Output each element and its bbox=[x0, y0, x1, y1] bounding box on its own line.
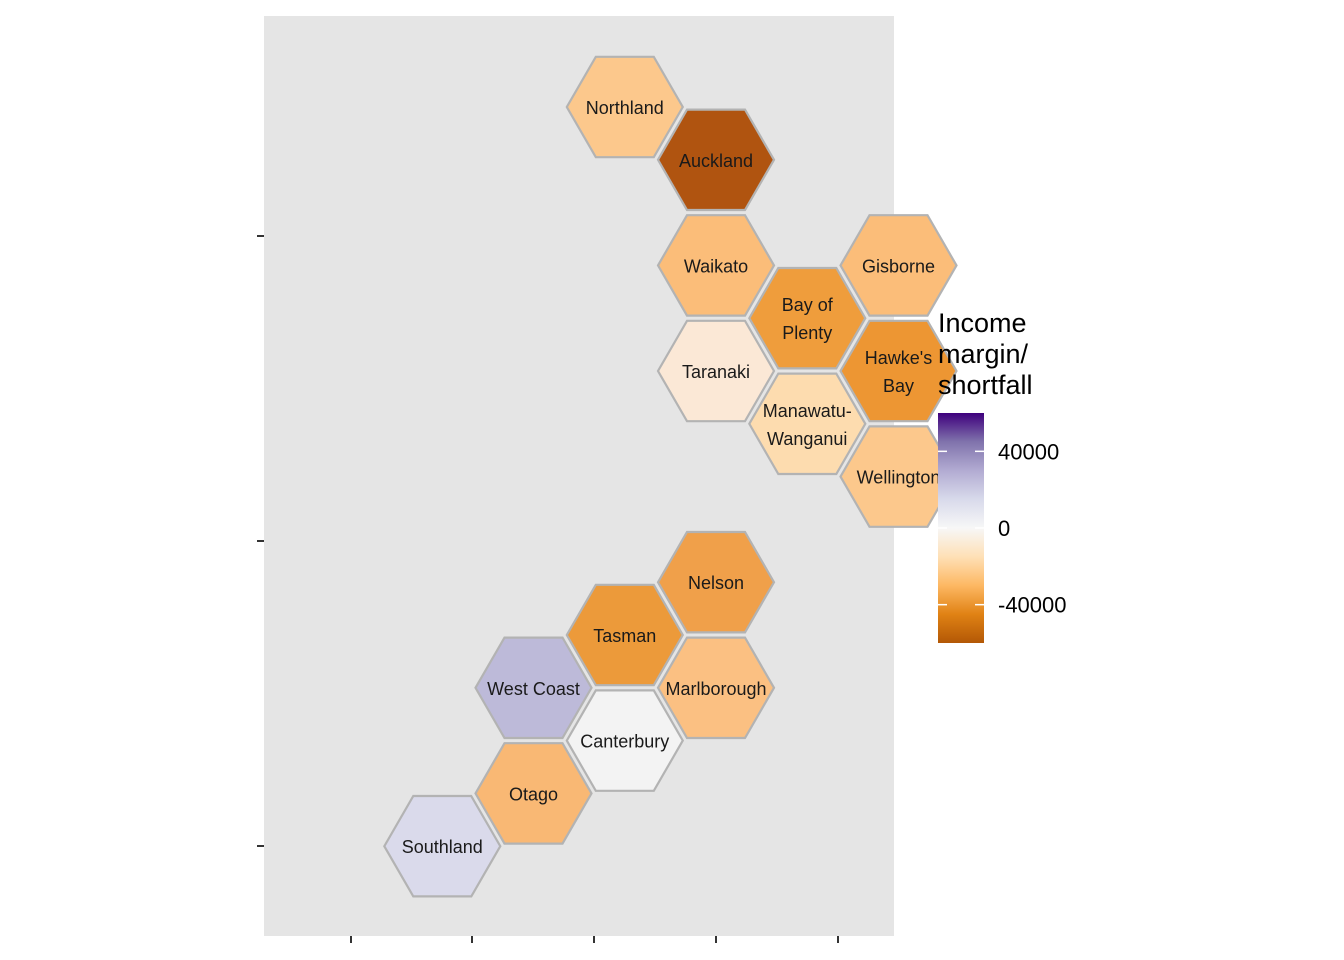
hex-cell bbox=[748, 266, 867, 370]
hex-label: Gisborne bbox=[862, 256, 935, 276]
legend-tick-label: -40000 bbox=[998, 593, 1067, 618]
color-legend: Income margin/ shortfall 40000 0 -40000 bbox=[938, 308, 1067, 643]
hex-label: West Coast bbox=[487, 679, 580, 699]
hex-cell bbox=[839, 214, 958, 317]
legend-title-line-3: shortfall bbox=[938, 370, 1033, 400]
hex-cell bbox=[474, 742, 593, 845]
hex-tile: West Coast bbox=[474, 636, 593, 740]
hex-layer: Northland Auckland Waikato Gisborne Bay of Pl… bbox=[383, 55, 958, 898]
hex-cell bbox=[565, 583, 685, 687]
hex-cell bbox=[656, 319, 776, 423]
hex-cell bbox=[474, 636, 593, 740]
hex-label: Marlborough bbox=[665, 679, 766, 699]
hex-label: Canterbury bbox=[580, 732, 669, 752]
hex-tile: Marlborough bbox=[656, 636, 776, 740]
hex-tile: Canterbury bbox=[565, 689, 685, 792]
hex-cell bbox=[656, 636, 776, 740]
hex-cell bbox=[839, 425, 958, 528]
hex-label: Wanganui bbox=[767, 429, 847, 449]
legend-title-line-2: margin/ bbox=[938, 339, 1029, 369]
legend-ticks: 40000 0 -40000 bbox=[938, 439, 1067, 618]
hex-label: Southland bbox=[402, 837, 483, 857]
hex-label: Northland bbox=[586, 98, 664, 118]
hex-tile: Tasman bbox=[565, 583, 685, 687]
hex-tile: Taranaki bbox=[656, 319, 776, 423]
legend-title: Income margin/ shortfall bbox=[938, 308, 1036, 400]
hex-label: Tasman bbox=[593, 626, 656, 646]
hex-tile: Gisborne bbox=[839, 214, 958, 317]
hex-tile: Hawke's Bay bbox=[839, 319, 958, 423]
hex-label: Plenty bbox=[782, 323, 832, 343]
hex-label: Hawke's bbox=[865, 348, 932, 368]
legend-title-line-1: Income bbox=[938, 308, 1027, 338]
hex-tile: Southland bbox=[383, 794, 502, 898]
hex-tile: Auckland bbox=[656, 108, 776, 212]
hex-cell bbox=[383, 794, 502, 898]
axis-ticks bbox=[257, 235, 839, 943]
hex-tile: Wellington bbox=[839, 425, 958, 528]
hex-cell bbox=[656, 108, 776, 212]
hex-label: Taranaki bbox=[682, 362, 750, 382]
hex-label: Auckland bbox=[679, 151, 753, 171]
hex-cell bbox=[656, 530, 776, 634]
hex-label: Bay of bbox=[782, 295, 834, 315]
hex-tile: Manawatu- Wanganui bbox=[748, 372, 867, 476]
hex-tile: Otago bbox=[474, 742, 593, 845]
hex-label: Bay bbox=[883, 376, 914, 396]
hex-tile: Nelson bbox=[656, 530, 776, 634]
hex-cell bbox=[656, 214, 776, 317]
hex-cell bbox=[839, 319, 958, 423]
hex-label: Nelson bbox=[688, 573, 744, 593]
hex-tile: Bay of Plenty bbox=[748, 266, 867, 370]
hex-label: Manawatu- bbox=[763, 401, 852, 421]
hex-cell bbox=[565, 55, 685, 159]
hex-tile: Northland bbox=[565, 55, 685, 159]
hex-label: Wellington bbox=[857, 468, 941, 488]
hex-tile: Waikato bbox=[656, 214, 776, 317]
hex-cell bbox=[565, 689, 685, 792]
hex-label: Otago bbox=[509, 784, 558, 804]
legend-tick-label: 40000 bbox=[998, 439, 1059, 464]
hex-label: Waikato bbox=[684, 256, 748, 276]
legend-tick-label: 0 bbox=[998, 516, 1010, 541]
hex-cell bbox=[748, 372, 867, 476]
